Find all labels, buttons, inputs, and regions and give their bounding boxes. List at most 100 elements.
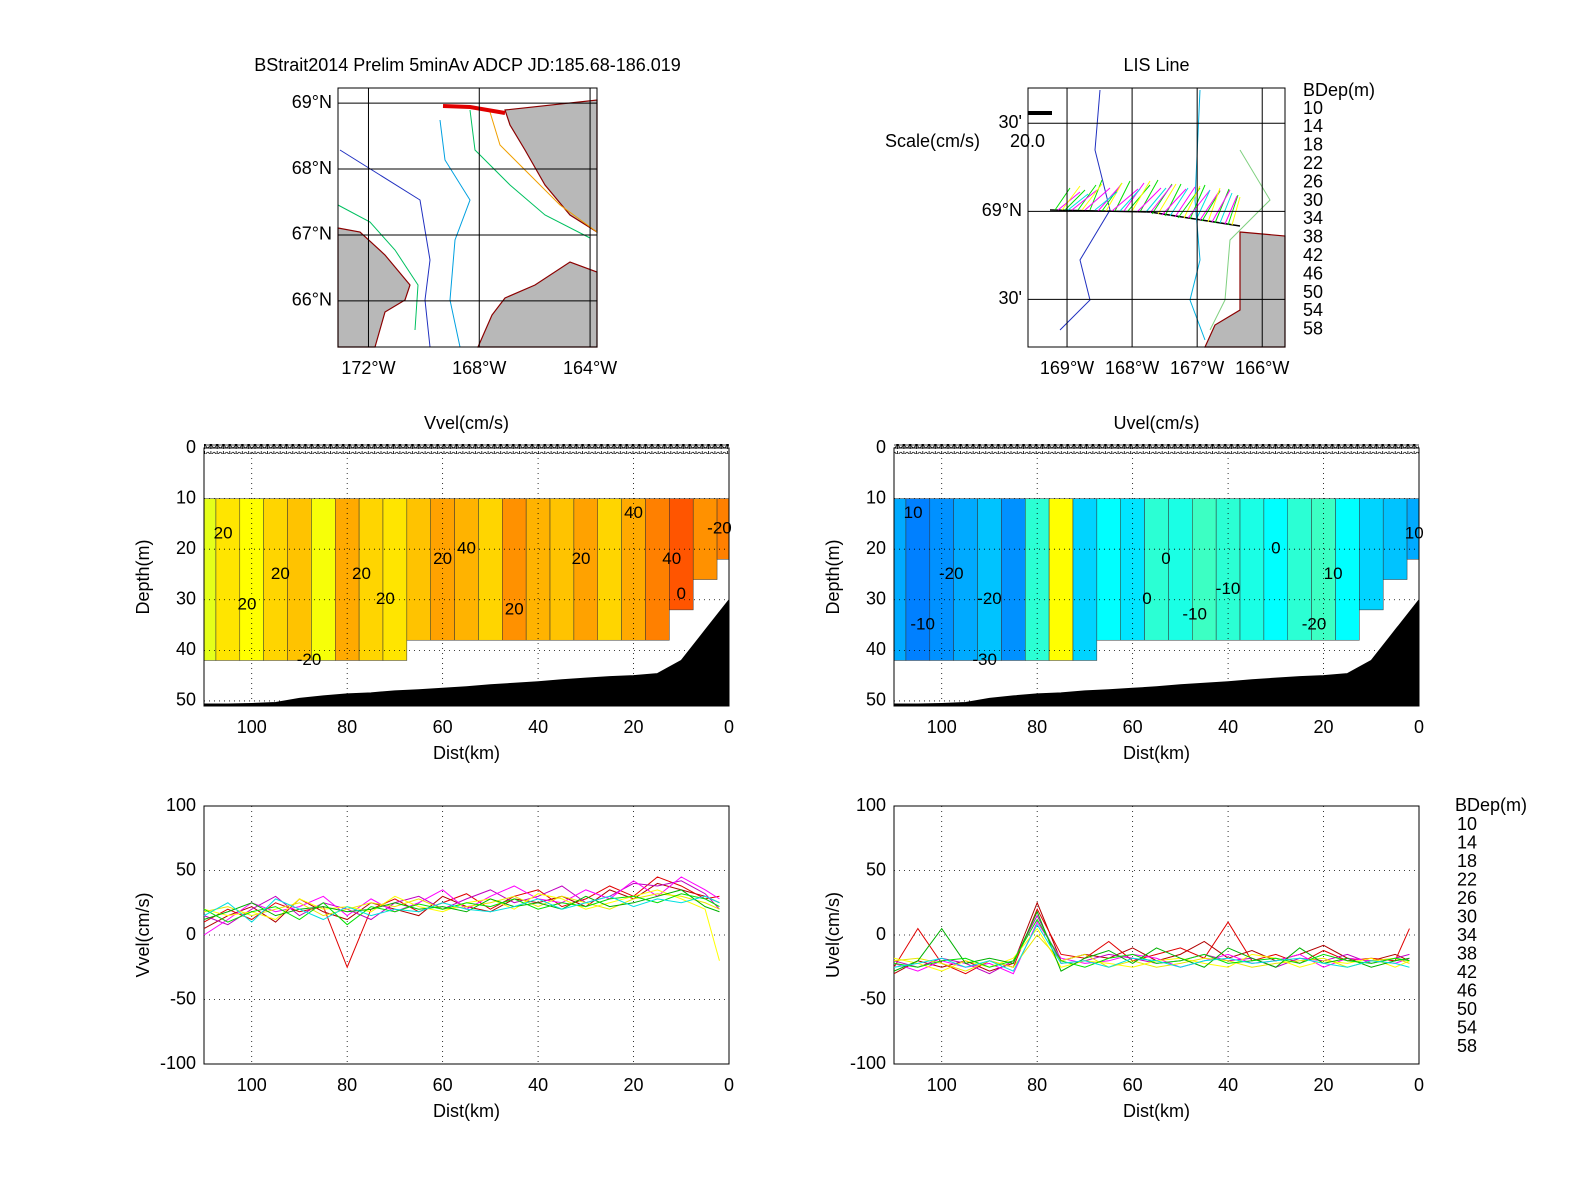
latitude-label: 67°N — [292, 224, 332, 244]
field-cell — [1025, 498, 1050, 661]
contour-label: -20 — [977, 589, 1002, 608]
y-axis-label: Depth(m) — [823, 539, 843, 614]
y-tick-label: 100 — [856, 795, 886, 815]
x-tick-label: 60 — [433, 1075, 453, 1095]
x-axis-label: Dist(km) — [1123, 1101, 1190, 1121]
legend-entry: 58 — [1303, 319, 1323, 339]
latitude-label: 30' — [999, 112, 1022, 132]
map-frame — [1027, 87, 1286, 348]
y-tick-label: -50 — [170, 988, 196, 1008]
contour-label: -10 — [1182, 604, 1207, 623]
field-cell — [1263, 498, 1288, 641]
field-cell — [1096, 498, 1121, 641]
longitude-label: 168°W — [452, 358, 506, 378]
y-tick-label: 30 — [176, 589, 196, 609]
contour-label: 20 — [505, 599, 524, 618]
series-line — [203, 893, 720, 926]
ship-track — [204, 444, 729, 454]
field-cell — [905, 498, 931, 661]
x-axis-label: Dist(km) — [433, 743, 500, 763]
legend-entry: 46 — [1303, 263, 1323, 283]
legend-entry: 38 — [1303, 227, 1323, 247]
scale-value: 20.0 — [1010, 131, 1045, 151]
contour-label: 40 — [624, 503, 643, 522]
land — [1204, 231, 1286, 348]
legend-entry: 50 — [1457, 999, 1477, 1019]
legend-title: BDep(m) — [1455, 795, 1527, 815]
series-line — [893, 923, 1410, 972]
series-line — [893, 901, 1410, 975]
y-axis-label: Depth(m) — [133, 539, 153, 614]
legend-entry: 30 — [1457, 906, 1477, 926]
longitude-label: 167°W — [1170, 358, 1224, 378]
field-cell — [311, 498, 336, 661]
isobath — [1209, 149, 1271, 331]
latitude-label: 69°N — [292, 92, 332, 112]
contour-label: 20 — [572, 549, 591, 568]
contour-label: -20 — [1302, 615, 1327, 634]
longitude-label: 168°W — [1105, 358, 1159, 378]
chart-title: Vvel(cm/s) — [424, 413, 509, 433]
y-tick-label: 0 — [186, 437, 196, 457]
x-tick-label: 0 — [1414, 717, 1424, 737]
map-title: LIS Line — [1123, 55, 1189, 75]
x-tick-label: 60 — [433, 717, 453, 737]
y-tick-label: 50 — [866, 859, 886, 879]
contour-label: -20 — [297, 650, 322, 669]
contour-label: 20 — [214, 523, 233, 542]
legend-entry: 38 — [1457, 943, 1477, 963]
legend-entry: 22 — [1457, 869, 1477, 889]
map-scenery — [1049, 89, 1286, 348]
y-tick-label: 20 — [866, 538, 886, 558]
y-tick-label: 20 — [176, 538, 196, 558]
x-tick-label: 100 — [237, 717, 267, 737]
contour-label: 0 — [1271, 539, 1280, 558]
y-tick-label: -50 — [860, 988, 886, 1008]
longitude-label: 169°W — [1040, 358, 1094, 378]
axes-frame — [203, 447, 730, 707]
contour-label: 20 — [271, 564, 290, 583]
legend-entry: 54 — [1303, 300, 1323, 320]
field-cell — [1239, 498, 1265, 641]
field-cell — [1144, 498, 1169, 641]
x-tick-label: 80 — [1027, 717, 1047, 737]
y-tick-label: 50 — [176, 690, 196, 710]
contour-label: 20 — [376, 589, 395, 608]
x-tick-label: 80 — [337, 717, 357, 737]
legend-entry: 26 — [1457, 888, 1477, 908]
x-tick-label: 0 — [1414, 1075, 1424, 1095]
map-frame — [337, 87, 598, 348]
field-cell — [478, 498, 503, 641]
map-title: BStrait2014 Prelim 5minAv ADCP JD:185.68… — [254, 55, 681, 75]
contour-label: -20 — [939, 564, 964, 583]
series-line — [893, 918, 1410, 968]
contour-label: 10 — [904, 503, 923, 522]
isobath — [439, 119, 471, 348]
y-tick-label: -100 — [160, 1053, 196, 1073]
y-tick-label: 10 — [176, 487, 196, 507]
field-cell — [239, 498, 264, 661]
contour-label: -20 — [707, 518, 732, 537]
legend-entry: 30 — [1303, 190, 1323, 210]
legend-title: BDep(m) — [1303, 80, 1375, 100]
series-line — [893, 910, 1410, 972]
contour-label: 40 — [457, 539, 476, 558]
x-tick-label: 80 — [337, 1075, 357, 1095]
field-cell — [1048, 498, 1074, 661]
series-line — [203, 880, 720, 926]
legend-entry: 18 — [1457, 851, 1477, 871]
axes-frame — [203, 805, 730, 1065]
contour-label: -10 — [910, 615, 935, 634]
x-tick-label: 20 — [624, 717, 644, 737]
ship-track — [894, 444, 1419, 454]
axes-frame — [893, 447, 1420, 707]
current-vectors — [1054, 179, 1241, 226]
y-tick-label: 0 — [186, 924, 196, 944]
bathymetry — [203, 598, 730, 707]
latitude-label: 66°N — [292, 290, 332, 310]
chart-title: Uvel(cm/s) — [1114, 413, 1200, 433]
land — [337, 227, 411, 348]
legend-entry: 14 — [1457, 832, 1477, 852]
y-tick-label: 40 — [176, 639, 196, 659]
